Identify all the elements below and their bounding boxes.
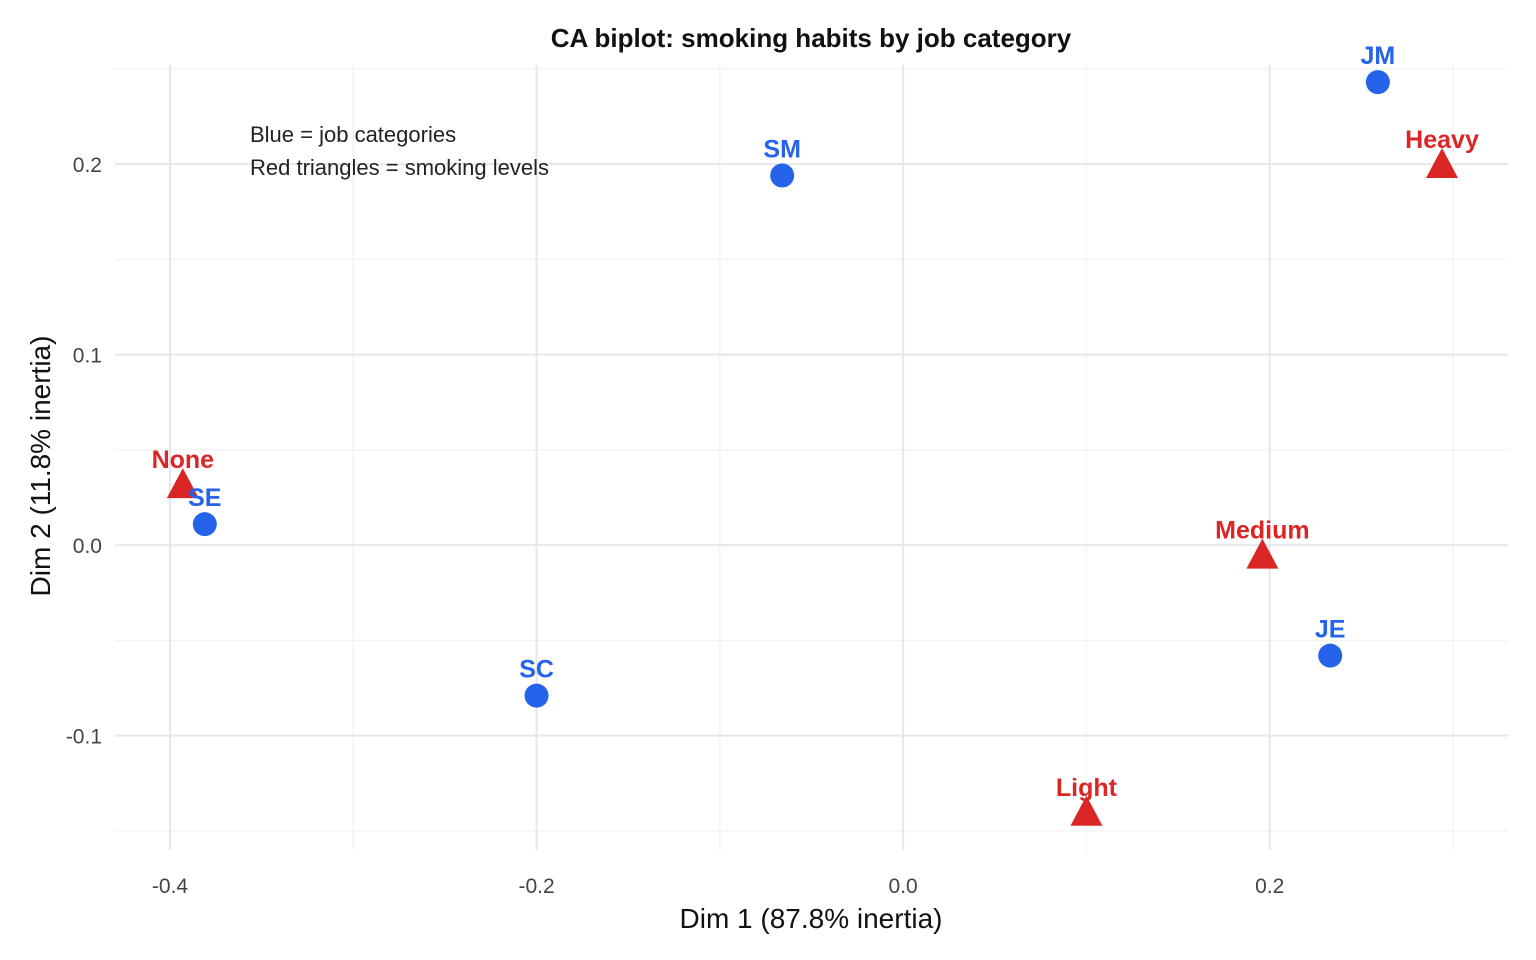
x-tick-label: 0.2	[1255, 875, 1284, 898]
point-label-light: Light	[1056, 774, 1118, 802]
point-label-je: JE	[1315, 616, 1346, 644]
x-axis-title: Dim 1 (87.8% inertia)	[680, 903, 943, 934]
plot-marks	[166, 70, 1459, 826]
point-label-sm: SM	[763, 136, 801, 164]
point-se	[192, 512, 217, 537]
y-tick-label: 0.2	[73, 154, 102, 177]
point-medium	[1246, 538, 1279, 569]
point-label-se: SE	[188, 484, 221, 512]
point-light	[1070, 795, 1103, 826]
point-sm	[770, 163, 795, 188]
point-label-medium: Medium	[1215, 517, 1309, 545]
plot-labels: SM JM SE SC JE None Heavy Medium Light	[152, 42, 1479, 802]
legend-note-rows: Blue = job categories	[250, 122, 456, 147]
point-heavy	[1426, 147, 1459, 178]
chart-title: CA biplot: smoking habits by job categor…	[551, 23, 1072, 53]
x-tick-label: 0.0	[889, 875, 918, 898]
point-label-none: None	[152, 446, 215, 474]
axes: -0.4 -0.2 0.0 0.2 -0.1 0.0 0.1 0.2	[66, 154, 1285, 898]
grid	[115, 65, 1508, 850]
y-axis-title: Dim 2 (11.8% inertia)	[25, 336, 56, 597]
x-tick-label: -0.4	[152, 875, 189, 898]
point-je	[1318, 643, 1343, 668]
legend-note-columns: Red triangles = smoking levels	[250, 155, 549, 180]
point-none	[166, 468, 199, 499]
point-label-heavy: Heavy	[1405, 126, 1479, 154]
point-jm	[1365, 70, 1390, 95]
y-tick-label: 0.1	[73, 345, 102, 368]
y-tick-label: 0.0	[73, 535, 102, 558]
point-label-jm: JM	[1360, 42, 1395, 70]
x-tick-label: -0.2	[518, 875, 554, 898]
point-sc	[524, 683, 549, 708]
y-tick-label: -0.1	[66, 726, 102, 749]
point-label-sc: SC	[519, 656, 554, 684]
